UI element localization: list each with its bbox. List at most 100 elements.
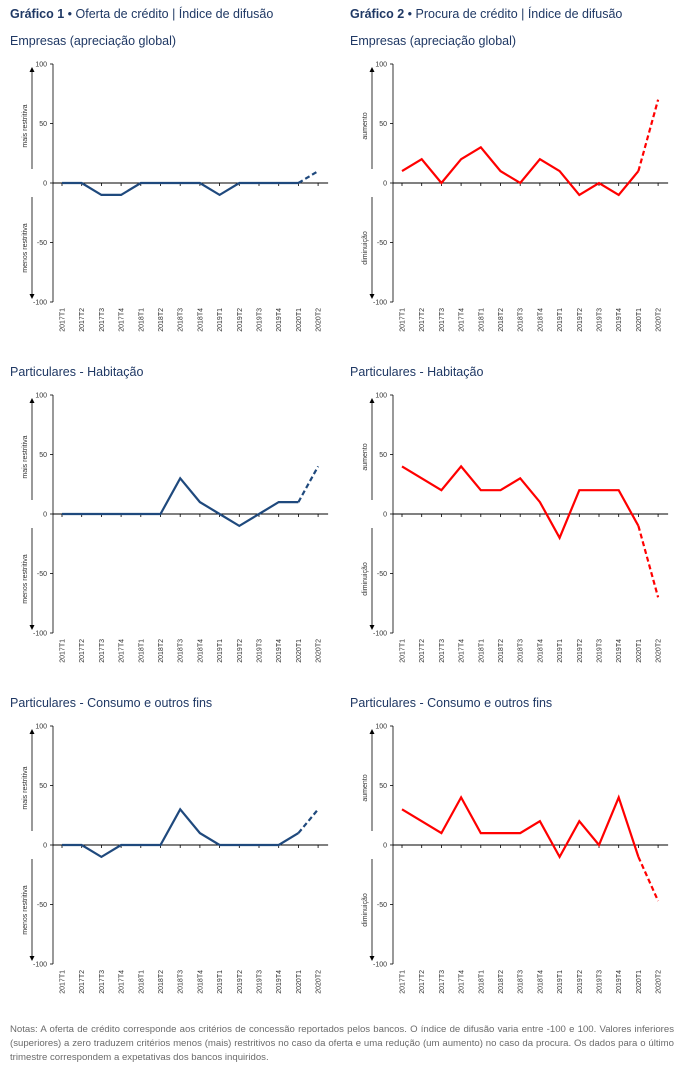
series-line-observed [401, 145, 640, 197]
y-tick-label: 100 [35, 62, 47, 69]
x-tick-label: 2018T3 [178, 308, 185, 332]
chart-procura-habitacao: Particulares - Habitação 100 50 0 -50 -100 20… [350, 365, 680, 695]
y-tick-label: 50 [39, 121, 47, 128]
y-tick-label: 100 [375, 724, 387, 731]
x-tick-label: 2017T1 [60, 639, 67, 663]
x-tick-label: 2019T1 [557, 639, 564, 663]
figure-number: Gráfico 1 [10, 7, 65, 21]
x-tick-label: 2018T2 [158, 308, 165, 332]
down-arrow-head [369, 956, 375, 961]
x-tick-label: 2018T3 [518, 308, 525, 332]
x-tick-label: 2019T2 [237, 970, 244, 994]
y-tick-label: 100 [375, 393, 387, 400]
x-tick-label: 2020T1 [636, 639, 643, 663]
up-arrow-head [29, 398, 35, 403]
y-tick-label: 50 [39, 452, 47, 459]
upper-direction-label: aumento [362, 774, 369, 801]
x-tick-label: 2018T4 [197, 308, 204, 332]
chart-oferta-empresas: Empresas (apreciação global) 100 50 0 -50 -1… [10, 34, 340, 364]
x-tick-label: 2019T1 [217, 308, 224, 332]
y-tick-label: 0 [43, 512, 47, 519]
figure-number: Gráfico 2 [350, 7, 405, 21]
x-tick-label: 2017T1 [400, 308, 407, 332]
x-tick-label: 2019T2 [577, 639, 584, 663]
x-tick-label: 2019T3 [257, 308, 264, 332]
x-tick-label: 2018T4 [537, 308, 544, 332]
down-arrow-head [369, 625, 375, 630]
x-tick-label: 2020T2 [656, 970, 663, 994]
chart-procura-empresas: Empresas (apreciação global) 100 50 0 -50 -1… [350, 34, 680, 364]
y-tick-label: 50 [379, 783, 387, 790]
x-tick-label: 2018T4 [537, 639, 544, 663]
y-tick-label: -50 [37, 571, 47, 578]
x-tick-label: 2017T2 [419, 308, 426, 332]
series-line-expected [637, 856, 660, 902]
chart-title: Empresas (apreciação global) [10, 34, 177, 48]
chart-svg: 100 50 0 -50 -100 2017T1 2017T2 2017T3 2017T4 201… [362, 62, 669, 332]
x-tick-label: 2018T1 [478, 639, 485, 663]
x-tick-label: 2018T1 [478, 308, 485, 332]
chart-svg: 100 50 0 -50 -100 2017T1 2017T2 2017T3 2017T4 201… [22, 62, 329, 332]
y-tick-label: 0 [383, 843, 387, 850]
chart-svg: 100 50 0 -50 -100 2017T1 2017T2 2017T3 2017T4 201… [22, 393, 329, 663]
x-tick-label: 2017T4 [459, 970, 466, 994]
chart-notes: Notas: A oferta de crédito corresponde a… [10, 1024, 674, 1063]
x-tick-label: 2017T2 [419, 639, 426, 663]
x-tick-label: 2017T3 [99, 639, 106, 663]
x-tick-label: 2018T4 [197, 970, 204, 994]
x-tick-label: 2020T1 [636, 308, 643, 332]
x-tick-label: 2017T2 [79, 639, 86, 663]
x-tick-label: 2019T3 [597, 308, 604, 332]
x-tick-label: 2018T2 [158, 639, 165, 663]
x-tick-label: 2020T1 [296, 970, 303, 994]
upper-direction-label: mais restritiva [22, 104, 29, 147]
x-tick-label: 2018T1 [138, 639, 145, 663]
chart-svg: 100 50 0 -50 -100 2017T1 2017T2 2017T3 2017T4 201… [362, 393, 669, 663]
x-tick-label: 2017T3 [439, 970, 446, 994]
x-tick-label: 2019T3 [257, 639, 264, 663]
series-line-expected [637, 525, 660, 598]
figure-caption: • Procura de crédito | Índice de difusão [404, 7, 623, 21]
series-line-expected [637, 99, 660, 172]
x-tick-label: 2019T3 [597, 639, 604, 663]
lower-direction-label: menos restritiva [22, 554, 29, 604]
y-tick-label: 50 [379, 121, 387, 128]
x-tick-label: 2018T2 [498, 970, 505, 994]
lower-direction-label: diminuição [362, 562, 369, 596]
x-tick-label: 2020T2 [656, 639, 663, 663]
x-tick-label: 2018T1 [478, 970, 485, 994]
chart-procura-consumo: Particulares - Consumo e outros fins 100… [350, 696, 680, 1026]
down-arrow-head [369, 294, 375, 299]
x-tick-label: 2018T1 [138, 970, 145, 994]
x-tick-label: 2017T1 [60, 308, 67, 332]
down-arrow-head [29, 625, 35, 630]
y-tick-label: 0 [383, 181, 387, 188]
chart-title: Particulares - Habitação [350, 365, 484, 379]
chart-group-title-oferta: Gráfico 1 • Oferta de crédito | Índice d… [10, 7, 273, 21]
x-tick-label: 2019T2 [577, 308, 584, 332]
y-tick-label: 100 [35, 393, 47, 400]
series-line-observed [62, 476, 299, 528]
x-tick-label: 2017T3 [99, 308, 106, 332]
down-arrow-head [29, 956, 35, 961]
series-line-observed [401, 464, 640, 541]
x-tick-label: 2018T3 [178, 970, 185, 994]
x-tick-label: 2019T4 [616, 308, 623, 332]
x-tick-label: 2017T1 [400, 970, 407, 994]
x-tick-label: 2019T4 [276, 970, 283, 994]
upper-direction-label: aumento [362, 443, 369, 470]
upper-direction-label: mais restritiva [22, 766, 29, 809]
y-tick-label: 50 [39, 783, 47, 790]
chart-svg: 100 50 0 -50 -100 2017T1 2017T2 2017T3 2017T4 201… [22, 724, 329, 994]
up-arrow-head [369, 67, 375, 72]
x-tick-label: 2020T2 [316, 970, 323, 994]
x-tick-label: 2017T3 [439, 308, 446, 332]
x-tick-label: 2019T3 [257, 970, 264, 994]
chart-oferta-habitacao: Particulares - Habitação 100 50 0 -50 -100 20… [10, 365, 340, 695]
y-tick-label: 100 [375, 62, 387, 69]
x-tick-label: 2017T4 [119, 308, 126, 332]
chart-title: Particulares - Consumo e outros fins [10, 696, 213, 710]
chart-oferta-consumo: Particulares - Consumo e outros fins 100… [10, 696, 340, 1026]
x-tick-label: 2018T3 [518, 639, 525, 663]
up-arrow-head [369, 729, 375, 734]
